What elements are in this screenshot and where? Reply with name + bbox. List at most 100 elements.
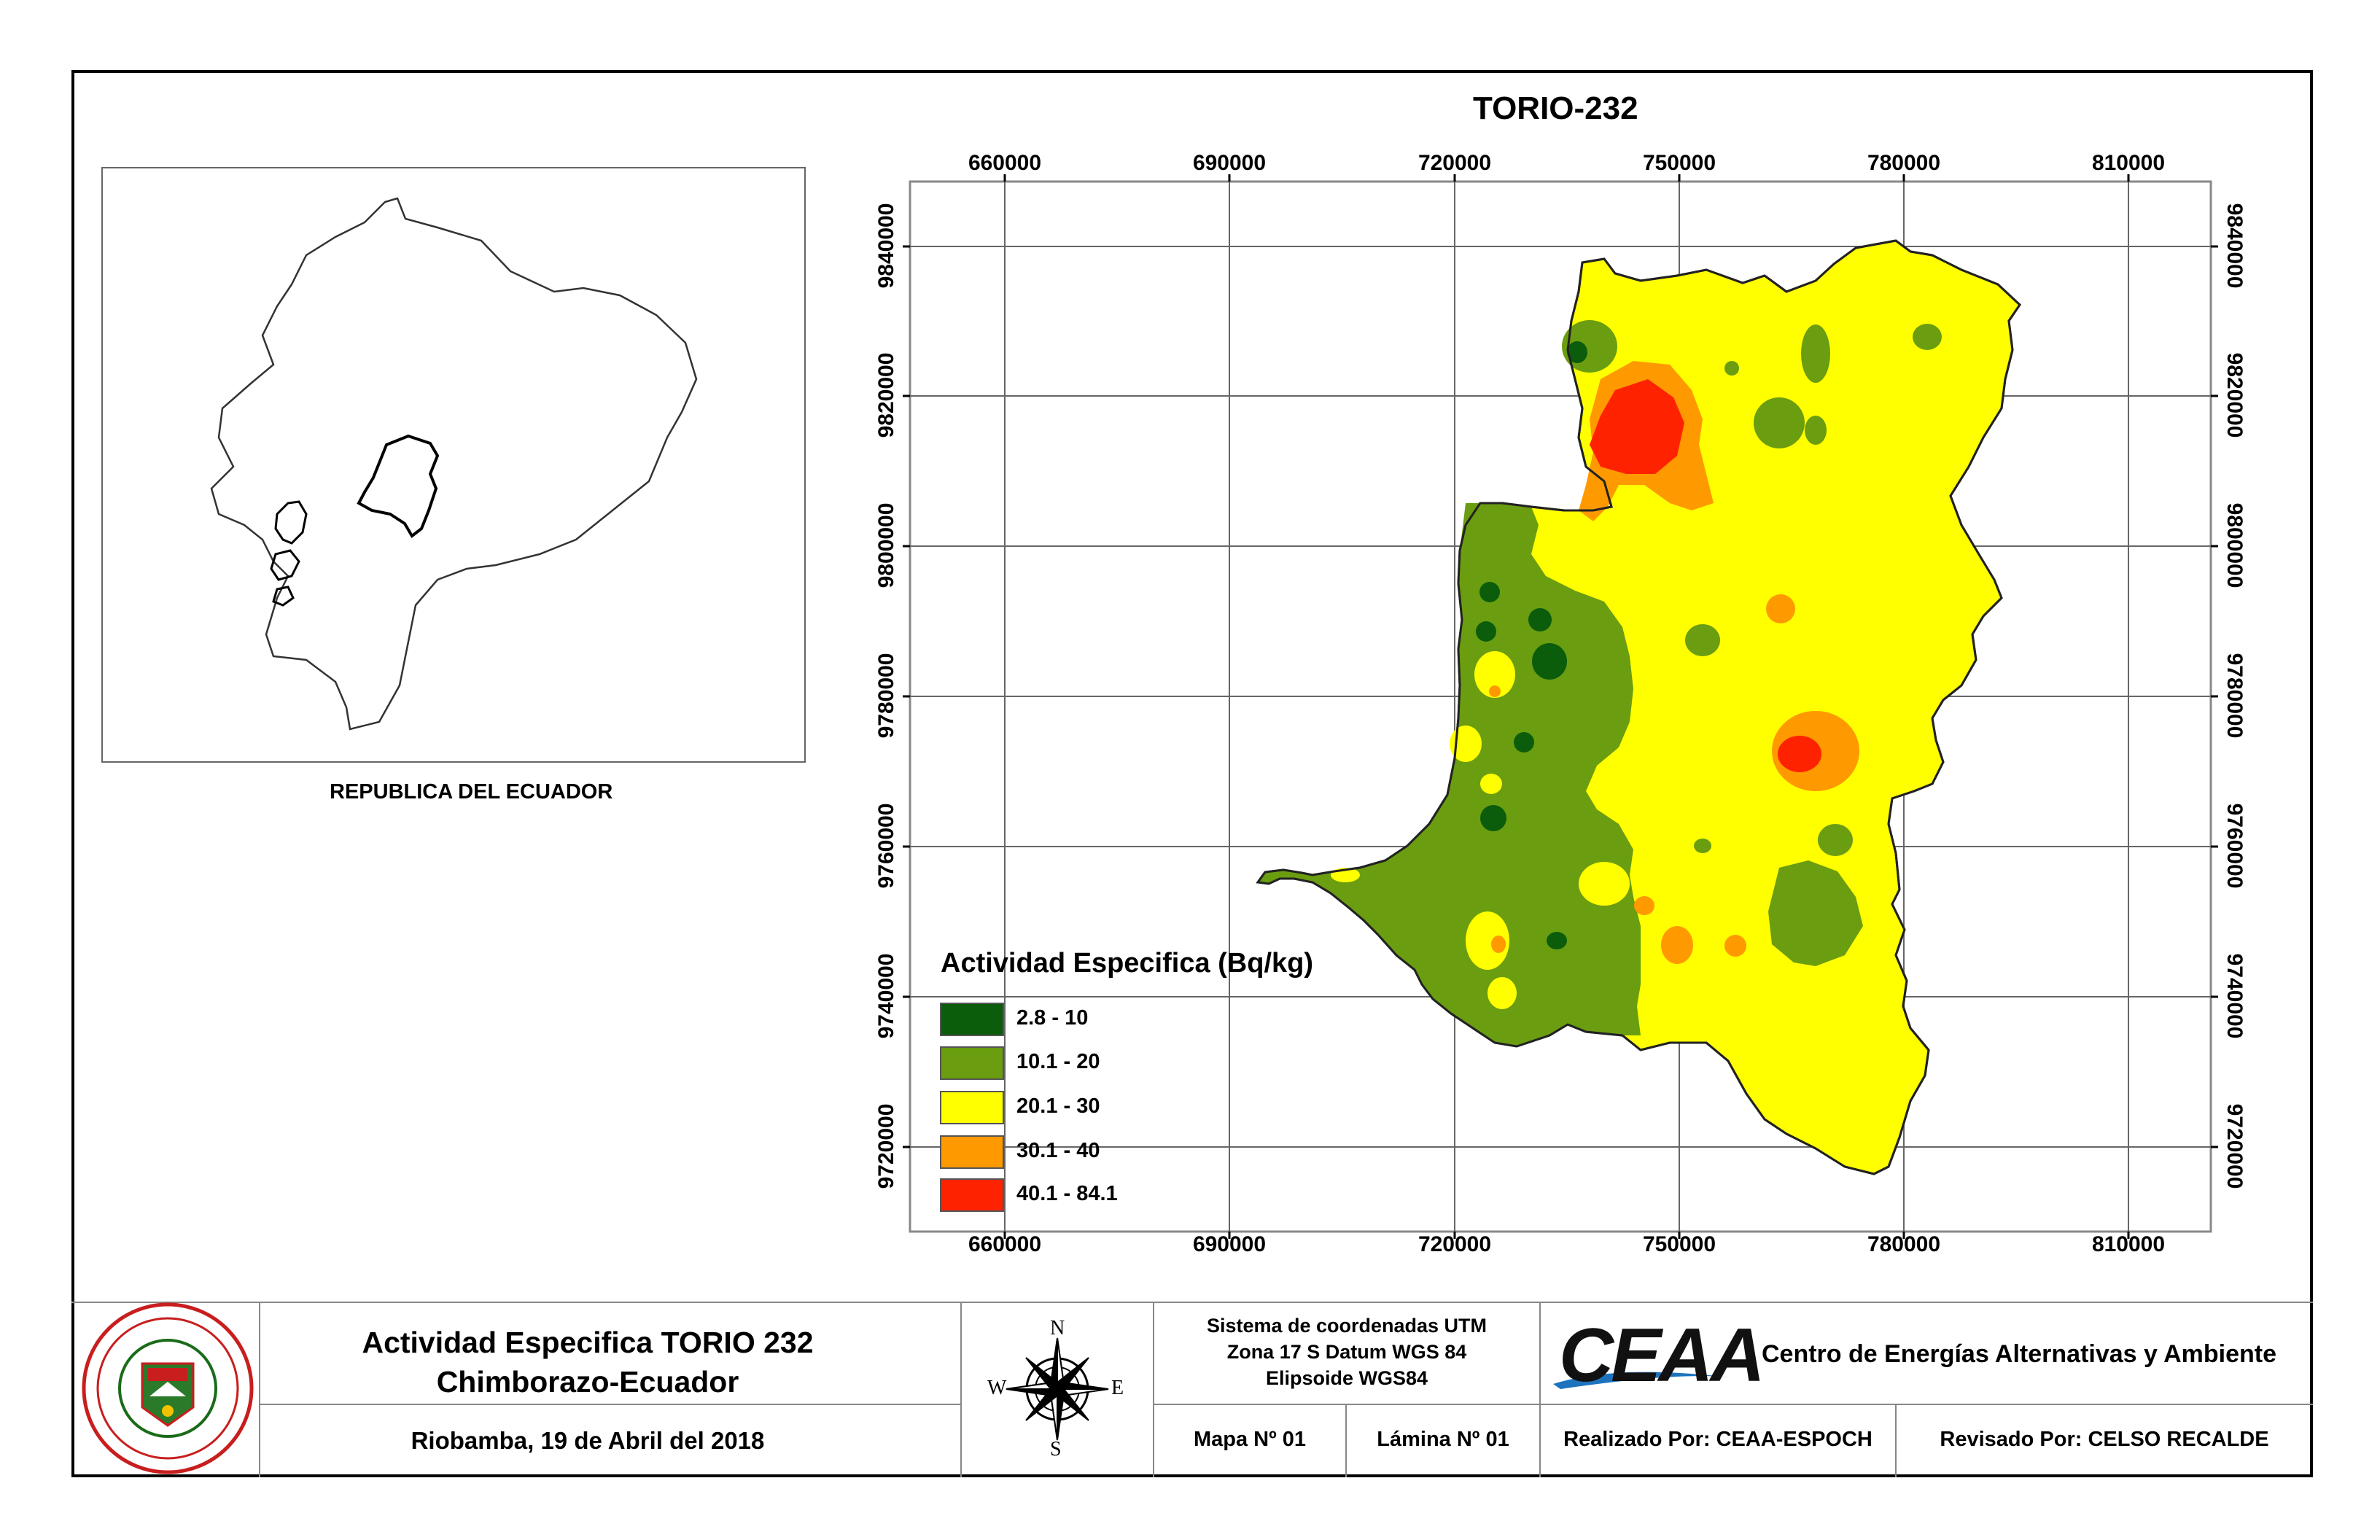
zone-30-40-patch (1634, 896, 1654, 915)
y-tick-right-label: 9820000 (2222, 352, 2247, 438)
ceaa-logo-swoosh-icon (1553, 1372, 1735, 1389)
legend-item-label: 30.1 - 40 (1016, 1139, 1100, 1162)
y-tick-right-label: 9720000 (2222, 1103, 2247, 1189)
footer-title-line1: Actividad Especifica TORIO 232 (362, 1326, 814, 1359)
compass-s-label: S (1050, 1438, 1062, 1461)
x-tick-top-label: 720000 (1418, 151, 1492, 175)
x-tick-bottom-label: 720000 (1418, 1232, 1492, 1256)
x-tick-bottom-label: 780000 (1867, 1232, 1941, 1256)
y-tick-left-label: 9720000 (874, 1103, 898, 1189)
map-number: Mapa Nº 01 (1193, 1428, 1307, 1451)
zone-20-30-patch (1579, 862, 1630, 906)
compass-rose-icon (1006, 1337, 1109, 1441)
zone-2.8-10 (1532, 643, 1567, 680)
legend-swatches (940, 1003, 1004, 1212)
reviewed-by: Revisado Por: CELSO RECALDE (1940, 1428, 2269, 1451)
x-tick-bottom-label: 660000 (968, 1232, 1042, 1256)
legend-item-label: 2.8 - 10 (1016, 1006, 1089, 1030)
coord-line3: Elipsoide WGS84 (1265, 1367, 1428, 1389)
zone-2.8-10 (1567, 341, 1587, 363)
zone-10-20-patch (1724, 361, 1739, 376)
legend-swatch (940, 1046, 1004, 1080)
zone-20-30-patch (1480, 774, 1502, 794)
compass-w-label: W (987, 1377, 1007, 1399)
x-tick-top-label: 750000 (1642, 151, 1716, 175)
zone-40-84 (1778, 736, 1821, 772)
coord-system: Sistema de coordenadas UTM Zona 17 S Dat… (1154, 1312, 1540, 1391)
zone-10-20-patch (1685, 624, 1720, 656)
espoch-seal (82, 1302, 254, 1474)
zone-2.8-10 (1514, 732, 1534, 752)
y-tick-right-label: 9760000 (2222, 803, 2247, 889)
zone-20-30-patch (1474, 651, 1515, 698)
y-tick-left-label: 9800000 (874, 502, 898, 588)
coord-line2: Zona 17 S Datum WGS 84 (1226, 1341, 1467, 1363)
x-tick-top-label: 690000 (1192, 151, 1267, 175)
zone-10-20-patch (1805, 416, 1827, 445)
map-title: TORIO-232 (1473, 90, 1638, 126)
chimborazo-inset (357, 434, 440, 538)
zone-10-20-patch (1754, 397, 1805, 448)
zone-20-30-patch (1488, 977, 1517, 1009)
legend-swatch (940, 1003, 1004, 1036)
legend-item-label: 40.1 - 84.1 (1016, 1182, 1118, 1205)
legend-swatch (940, 1135, 1004, 1169)
y-tick-left-label: 9780000 (874, 653, 898, 739)
zone-30-40-patch (1491, 936, 1506, 953)
inset-caption: REPUBLICA DEL ECUADOR (330, 780, 613, 804)
zone-30-40-patch (1489, 685, 1501, 697)
made-by: Realizado Por: CEAA-ESPOCH (1563, 1428, 1872, 1451)
footer-date: Riobamba, 19 de Abril del 2018 (411, 1427, 765, 1454)
zone-2.8-10 (1479, 582, 1500, 602)
compass-n-label: N (1050, 1317, 1065, 1339)
legend-item-label: 10.1 - 20 (1016, 1050, 1100, 1073)
gulf-islands (270, 500, 308, 607)
zone-10-20-patch (1913, 324, 1942, 350)
y-tick-right-label: 9740000 (2222, 953, 2247, 1039)
legend-swatch (940, 1091, 1004, 1124)
y-tick-right-label: 9800000 (2222, 502, 2247, 588)
zone-2.8-10 (1480, 805, 1506, 831)
x-tick-bottom-label: 810000 (2091, 1232, 2166, 1256)
y-tick-left-label: 9820000 (874, 352, 898, 438)
zone-30-40-patch (1766, 594, 1795, 623)
footer-title-line2: Chimborazo-Ecuador (436, 1365, 739, 1399)
footer-lines (71, 1302, 2313, 1477)
province-outline (1256, 239, 2021, 1175)
y-tick-left-label: 9760000 (874, 803, 898, 889)
legend-title: Actividad Especifica (Bq/kg) (941, 948, 1314, 979)
zone-10-20-patch (1694, 839, 1711, 853)
zone-10-20-patch (1801, 324, 1830, 383)
tick-marks (903, 174, 2218, 1239)
x-tick-bottom-label: 750000 (1642, 1232, 1716, 1256)
x-tick-bottom-label: 690000 (1192, 1232, 1267, 1256)
x-tick-top-label: 810000 (2091, 151, 2166, 175)
zone-10-20-patch (1768, 860, 1863, 966)
zone-2.8-10 (1528, 608, 1552, 631)
zone-30-40-patch (1661, 926, 1693, 964)
legend-swatch (940, 1178, 1004, 1212)
y-tick-right-label: 9780000 (2222, 653, 2247, 739)
zone-20-30-patch (1466, 911, 1509, 970)
sheet-number: Lámina Nº 01 (1377, 1428, 1509, 1451)
footer-title: Actividad Especifica TORIO 232 Chimboraz… (260, 1323, 916, 1401)
zone-40-84 (1590, 379, 1684, 474)
map-frame (71, 70, 2313, 1477)
coord-line1: Sistema de coordenadas UTM (1206, 1315, 1488, 1337)
ceaa-logo: CEAA (1559, 1313, 1765, 1398)
province-map (1256, 239, 2021, 1175)
x-tick-top-label: 660000 (968, 151, 1042, 175)
zone-30-40-patch (1724, 935, 1746, 957)
y-tick-left-label: 9840000 (874, 203, 898, 289)
x-tick-top-label: 780000 (1867, 151, 1941, 175)
y-tick-left-label: 9740000 (874, 953, 898, 1039)
compass-e-label: E (1111, 1377, 1124, 1399)
legend-item-label: 20.1 - 30 (1016, 1094, 1100, 1118)
zone-2.8-10 (1476, 621, 1496, 642)
zone-10-20-patch (1818, 824, 1853, 856)
ecuador-outline (210, 197, 698, 731)
org-name: Centro de Energías Alternativas y Ambien… (1762, 1340, 2277, 1368)
y-tick-right-label: 9840000 (2222, 203, 2247, 289)
zone-2.8-10 (1547, 932, 1567, 949)
